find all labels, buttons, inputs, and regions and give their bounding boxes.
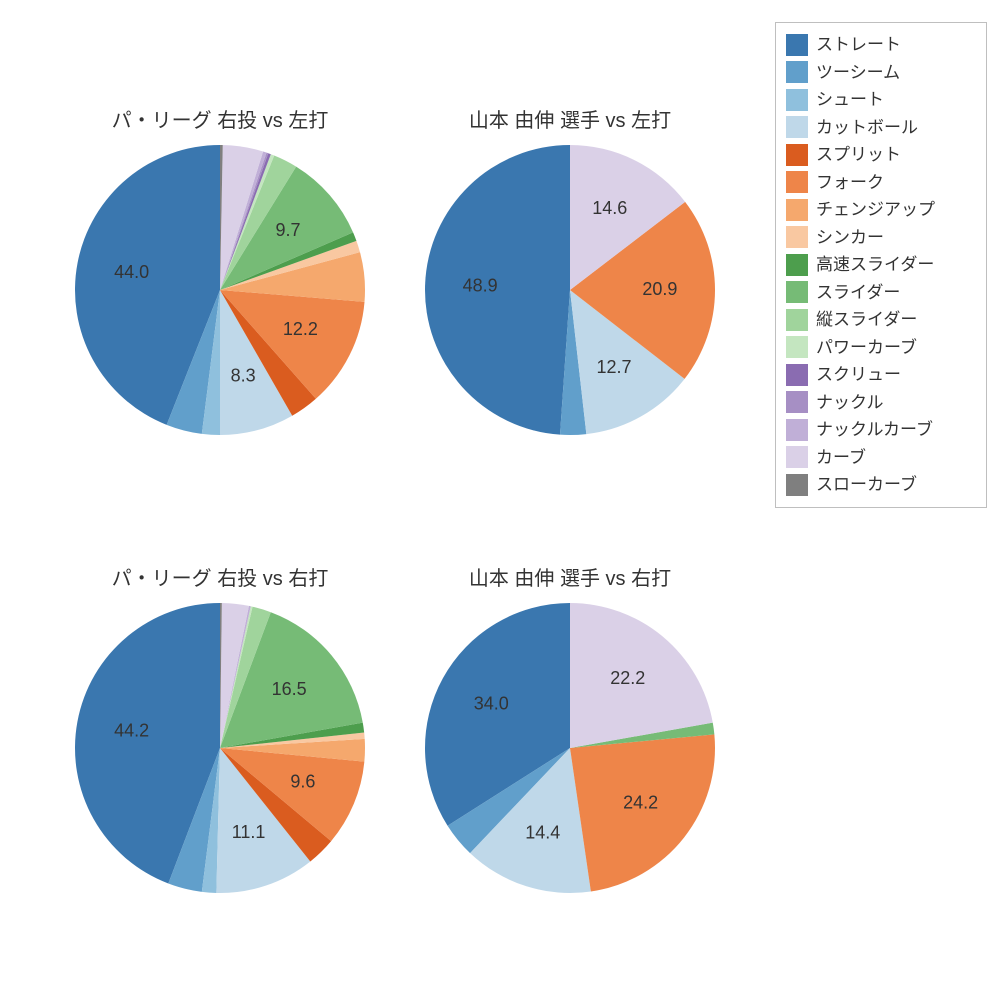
pie-slice-label: 12.7 [597, 357, 632, 377]
legend-swatch [786, 364, 808, 386]
pie-slice-label: 48.9 [463, 276, 498, 296]
legend-swatch [786, 419, 808, 441]
legend-item: スローカーブ [786, 471, 976, 499]
legend-swatch [786, 474, 808, 496]
legend-item: シンカー [786, 224, 976, 252]
legend-item: スクリュー [786, 361, 976, 389]
legend-swatch [786, 199, 808, 221]
pie-top-left: 44.0 8.3 12.2 9.7 [75, 145, 365, 435]
pie-slice-label: 24.2 [623, 792, 658, 812]
pie-slice-label: 22.2 [610, 668, 645, 688]
pie-slice-label: 9.7 [275, 220, 300, 240]
pie-slice-label: 8.3 [231, 366, 256, 386]
legend-swatch [786, 34, 808, 56]
legend-label: 縦スライダー [816, 311, 917, 328]
legend-swatch [786, 281, 808, 303]
legend-item: ナックルカーブ [786, 416, 976, 444]
legend-item: フォーク [786, 169, 976, 197]
legend-item: カットボール [786, 114, 976, 142]
legend-item: 縦スライダー [786, 306, 976, 334]
legend-label: シュート [816, 91, 884, 108]
legend-swatch [786, 226, 808, 248]
legend-label: ストレート [816, 36, 901, 53]
legend-item: シュート [786, 86, 976, 114]
legend-item: ツーシーム [786, 59, 976, 87]
legend-label: シンカー [816, 229, 884, 246]
legend-label: スライダー [816, 284, 900, 301]
legend-item: スライダー [786, 279, 976, 307]
pie-slice-label: 9.6 [290, 771, 315, 791]
pie-slice-label: 12.2 [283, 319, 318, 339]
legend-label: カーブ [816, 449, 866, 466]
legend-swatch [786, 336, 808, 358]
legend-swatch [786, 254, 808, 276]
legend-item: スプリット [786, 141, 976, 169]
figure: パ・リーグ 右投 vs 左打 山本 由伸 選手 vs 左打 パ・リーグ 右投 v… [0, 0, 1000, 1000]
legend-label: ツーシーム [816, 64, 900, 81]
legend-item: 高速スライダー [786, 251, 976, 279]
legend-swatch [786, 61, 808, 83]
pie-slice-label: 44.2 [114, 720, 149, 740]
legend-label: フォーク [816, 174, 884, 191]
legend-label: カットボール [816, 119, 918, 136]
legend-swatch [786, 446, 808, 468]
legend-label: ナックルカーブ [816, 421, 933, 438]
legend-label: 高速スライダー [816, 256, 934, 273]
pie-slice-label: 11.1 [232, 822, 266, 842]
legend-item: ストレート [786, 31, 976, 59]
pie-slice-label: 20.9 [642, 279, 677, 299]
legend-label: スプリット [816, 146, 901, 163]
legend-swatch [786, 116, 808, 138]
legend-label: パワーカーブ [816, 339, 917, 356]
pie-slice-label: 14.4 [525, 822, 560, 842]
legend-item: カーブ [786, 444, 976, 472]
legend-item: ナックル [786, 389, 976, 417]
legend-item: パワーカーブ [786, 334, 976, 362]
legend-swatch [786, 89, 808, 111]
pie-slice-label: 16.5 [272, 679, 307, 699]
legend-label: スローカーブ [816, 476, 917, 493]
legend-swatch [786, 391, 808, 413]
legend-label: チェンジアップ [816, 201, 935, 218]
pie-slice [570, 734, 715, 891]
legend-label: スクリュー [816, 366, 901, 383]
legend: ストレートツーシームシュートカットボールスプリットフォークチェンジアップシンカー… [775, 22, 987, 508]
pie-slice-label: 14.6 [592, 198, 627, 218]
pie-slice-label: 34.0 [474, 693, 509, 713]
pie-slice-label: 44.0 [114, 262, 149, 282]
legend-item: チェンジアップ [786, 196, 976, 224]
legend-swatch [786, 309, 808, 331]
legend-swatch [786, 171, 808, 193]
pie-top-right: 48.9 12.7 20.9 14.6 [425, 145, 715, 435]
legend-swatch [786, 144, 808, 166]
pie-bottom-right: 34.0 14.4 24.2 22.2 [425, 603, 715, 893]
pie-bottom-left: 44.2 11.1 9.6 16.5 [75, 603, 365, 893]
legend-label: ナックル [816, 394, 884, 411]
